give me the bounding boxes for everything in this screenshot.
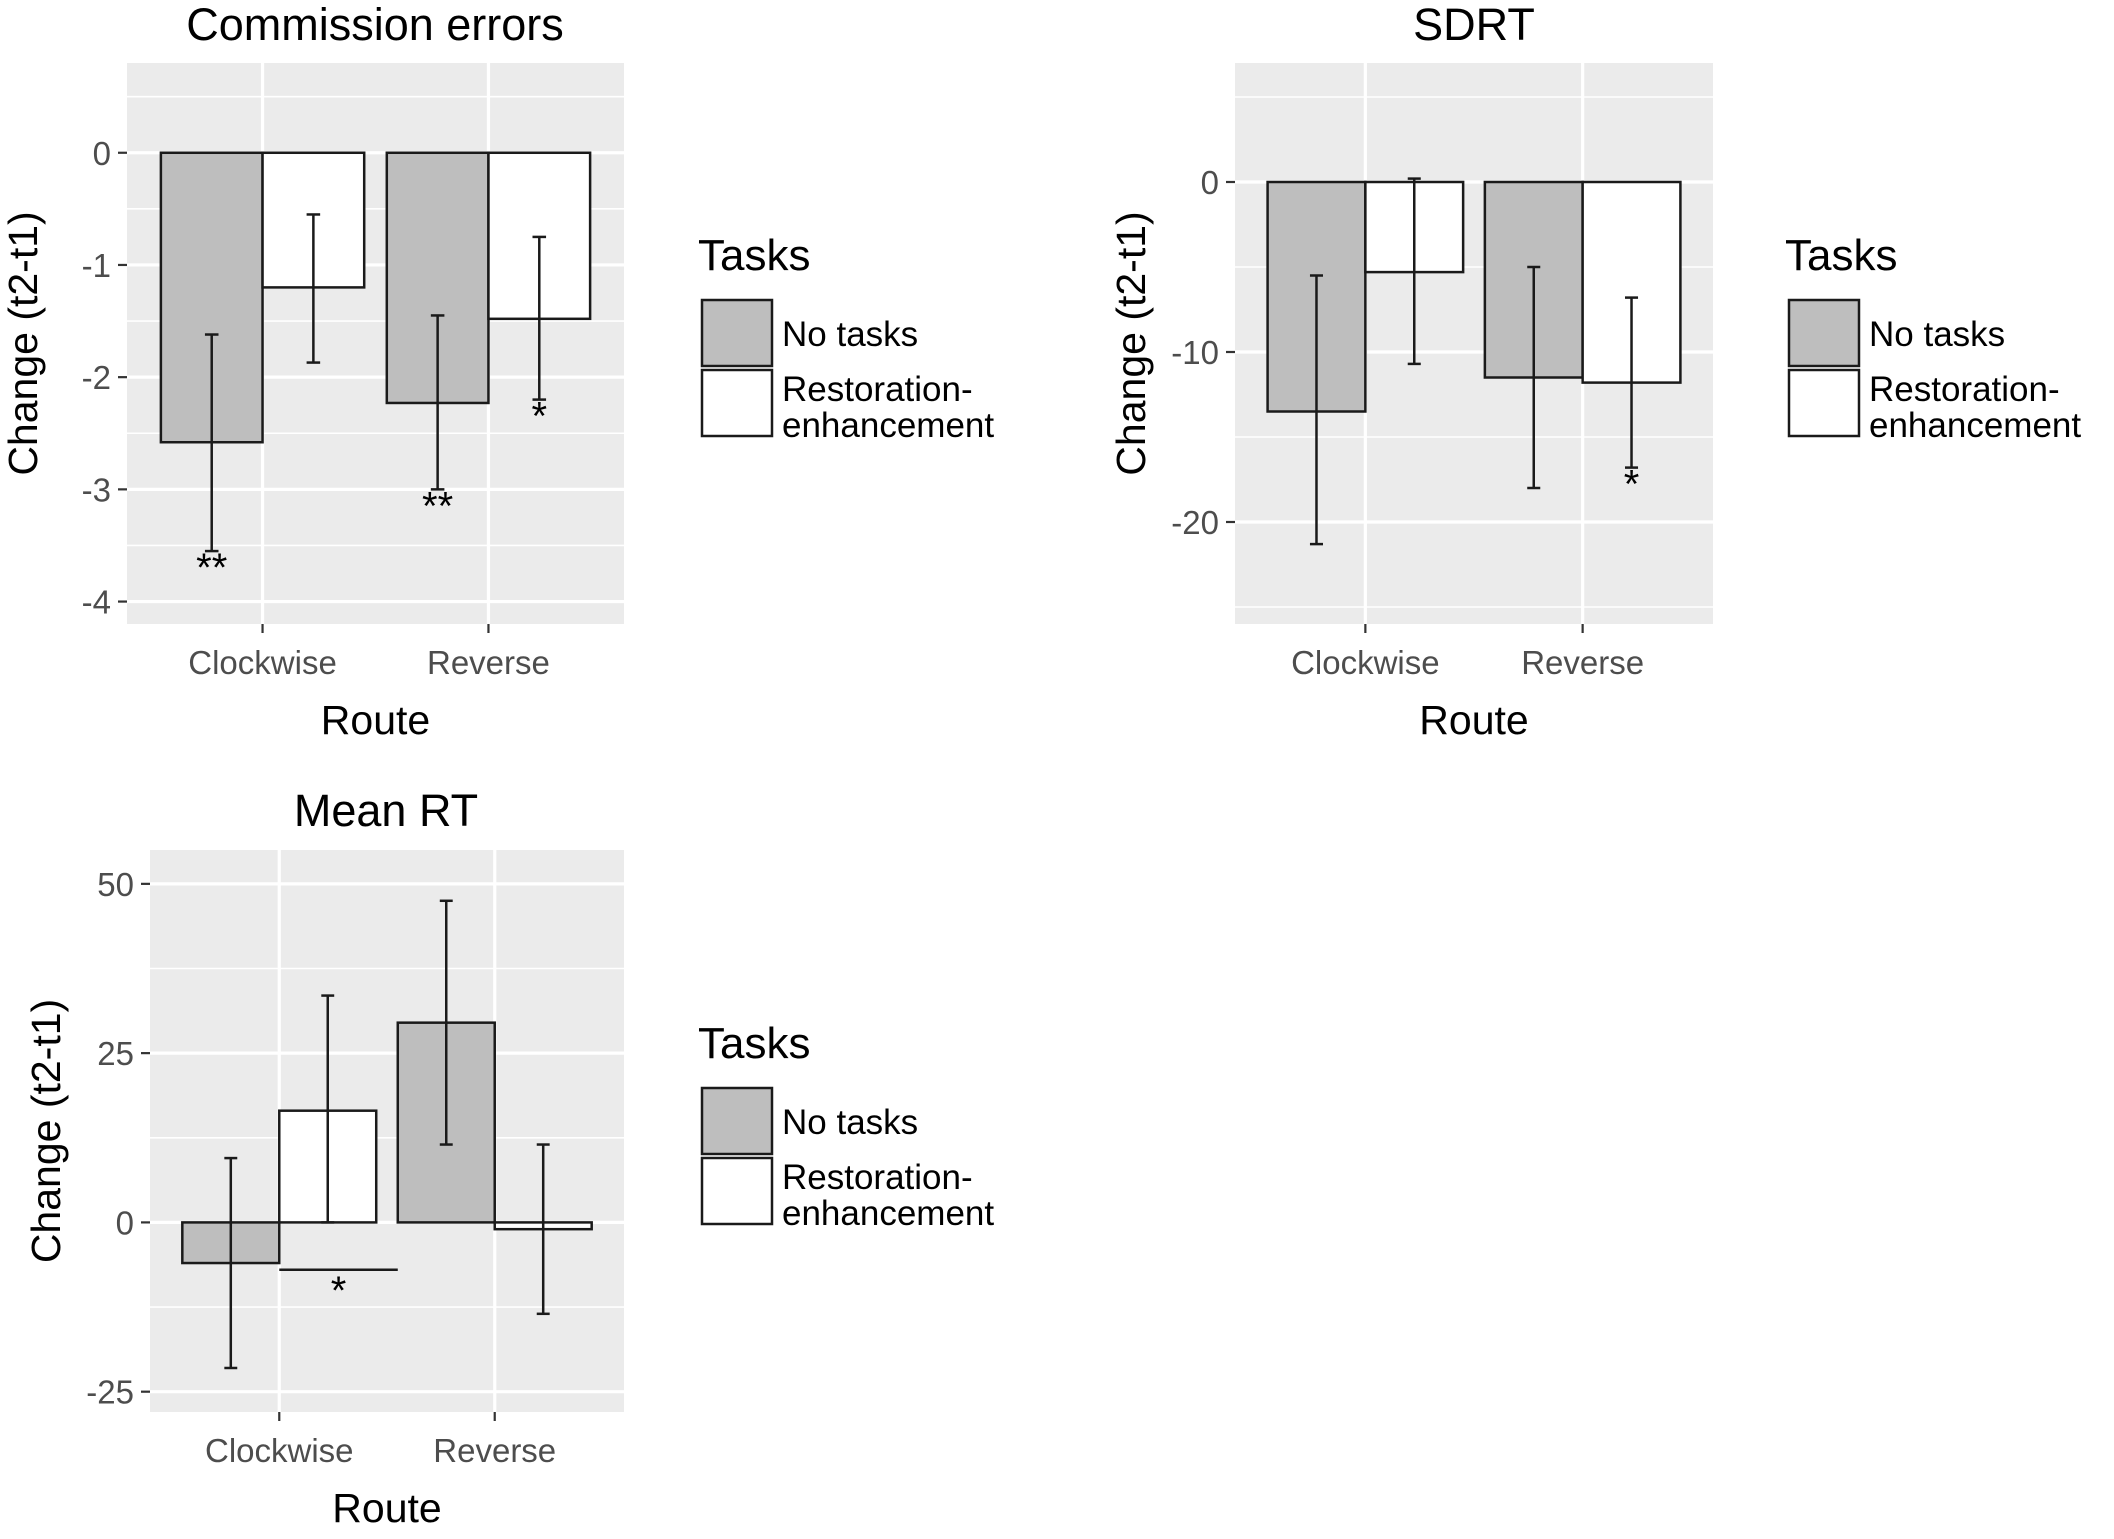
- x-tick-label: Clockwise: [188, 644, 337, 681]
- y-tick-label: -3: [82, 471, 111, 508]
- x-tick-label: Reverse: [427, 644, 550, 681]
- y-tick-label: -4: [82, 584, 111, 621]
- chart-panel-3: * 50 25 0 -25 Clockwise Reverse Route Change (t2…: [23, 785, 994, 1531]
- x-tick-label: Reverse: [1521, 644, 1644, 681]
- chart-title: SDRT: [1413, 0, 1535, 50]
- legend-label: Restoration-: [782, 1158, 973, 1197]
- bracket-significance: *: [331, 1269, 347, 1313]
- x-axis-title: Route: [1419, 697, 1528, 743]
- legend-label: No tasks: [1869, 315, 2005, 354]
- x-tick-label: Reverse: [433, 1432, 556, 1469]
- chart-title: Commission errors: [186, 0, 564, 50]
- x-tick-label: Clockwise: [205, 1432, 354, 1469]
- y-tick-label: 0: [93, 135, 111, 172]
- legend-label: Restoration-: [782, 370, 973, 409]
- chart-panel-2: * 0 -10 -20 Clockwise Reverse Route Change (t2-…: [1108, 0, 2081, 743]
- legend-key: [700, 368, 774, 438]
- legend: Tasks No tasks Restoration-enhancement: [698, 1019, 994, 1233]
- y-axis-title: Change (t2-t1): [23, 999, 69, 1263]
- y-tick-label: -2: [82, 359, 111, 396]
- y-tick-label: 25: [97, 1035, 134, 1072]
- significance-marker: **: [196, 546, 227, 590]
- legend-key: [700, 298, 774, 368]
- x-axis-title: Route: [321, 697, 430, 743]
- legend: Tasks No tasks Restoration-enhancement: [698, 231, 994, 445]
- significance-marker: *: [531, 395, 547, 439]
- legend-label: Restoration-: [1869, 370, 2060, 409]
- chart-title: Mean RT: [294, 785, 478, 836]
- y-tick-label: 50: [97, 866, 134, 903]
- y-tick-label: -10: [1171, 334, 1219, 371]
- legend-title: Tasks: [698, 1019, 810, 1068]
- plot-panel: [150, 850, 624, 1412]
- legend-title: Tasks: [698, 231, 810, 280]
- legend-label: enhancement: [782, 1194, 994, 1233]
- legend-label: No tasks: [782, 1103, 918, 1142]
- legend-label: enhancement: [782, 406, 994, 445]
- legend-key: [1787, 368, 1861, 438]
- y-tick-label: 0: [116, 1204, 134, 1241]
- y-tick-label: -20: [1171, 504, 1219, 541]
- y-tick-label: -1: [82, 247, 111, 284]
- significance-marker: *: [1624, 463, 1640, 507]
- legend-key: [700, 1156, 774, 1226]
- x-tick-label: Clockwise: [1291, 644, 1440, 681]
- significance-marker: **: [422, 484, 453, 528]
- legend-title: Tasks: [1785, 231, 1897, 280]
- legend-key: [1787, 298, 1861, 368]
- x-axis-title: Route: [332, 1485, 441, 1531]
- y-axis-title: Change (t2-t1): [0, 211, 46, 475]
- legend-key: [700, 1086, 774, 1156]
- legend-label: enhancement: [1869, 406, 2081, 445]
- y-tick-label: -25: [86, 1374, 134, 1411]
- y-axis-title: Change (t2-t1): [1108, 211, 1154, 475]
- legend: Tasks No tasks Restoration-enhancement: [1785, 231, 2081, 445]
- y-tick-label: 0: [1201, 164, 1219, 201]
- legend-label: No tasks: [782, 315, 918, 354]
